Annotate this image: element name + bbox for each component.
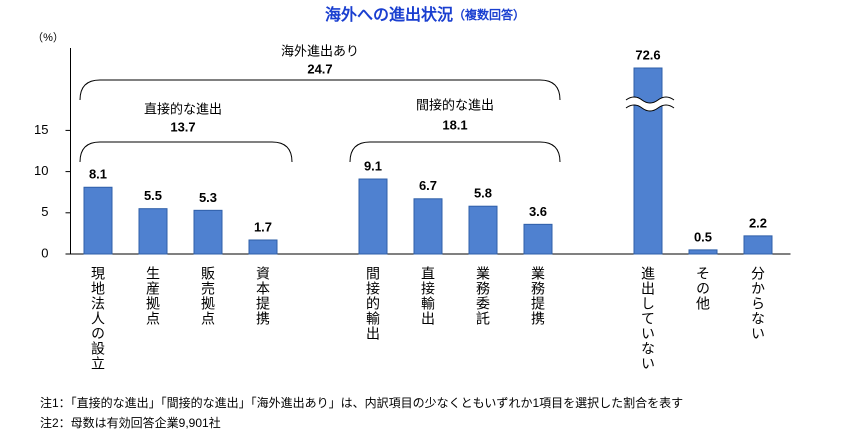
- value-label: 0.5: [694, 229, 712, 244]
- value-label: 9.1: [364, 158, 382, 173]
- bar: [743, 235, 773, 255]
- x-tick-label: 間接的輸出: [365, 266, 381, 341]
- chart-title: 海外への進出状況: [325, 5, 453, 24]
- value-label: 6.7: [419, 178, 437, 193]
- x-tick-label: その他: [695, 266, 711, 311]
- x-tick-label: 業務提携: [530, 266, 546, 326]
- bracket: [79, 79, 561, 101]
- group-value: 13.7: [170, 119, 195, 134]
- y-axis-label: （%）: [32, 31, 64, 44]
- value-label: 5.3: [199, 190, 217, 205]
- bar: [138, 208, 168, 255]
- y-tick-label: 0: [41, 245, 48, 260]
- bar: [633, 67, 663, 255]
- value-label: 72.6: [635, 47, 660, 62]
- group-value: 24.7: [307, 61, 332, 76]
- value-label: 5.8: [474, 186, 492, 201]
- bar: [688, 249, 718, 255]
- value-label: 5.5: [144, 188, 162, 203]
- chart-title-wrap: 海外への進出状況（複数回答）: [325, 5, 525, 24]
- x-tick-label: 進出していない: [640, 266, 656, 371]
- x-tick-label: 直接輸出: [420, 265, 436, 326]
- bar: [248, 239, 278, 255]
- axis-break: [626, 97, 674, 111]
- value-label: 8.1: [89, 167, 107, 182]
- y-tick-label: 5: [41, 204, 48, 219]
- bar: [193, 209, 223, 255]
- bar: [523, 223, 553, 255]
- bar: [468, 205, 498, 255]
- bar: [413, 198, 443, 255]
- group-value: 18.1: [442, 117, 467, 132]
- bar: [358, 178, 388, 255]
- y-tick-label: 10: [34, 163, 48, 178]
- x-tick-label: 生産拠点: [145, 266, 161, 326]
- axis-break-line: [625, 96, 675, 112]
- group-label: 直接的な進出: [144, 101, 222, 116]
- group-label: 海外進出あり: [281, 43, 359, 58]
- x-tick-label: 現地法人の設立: [90, 266, 106, 371]
- note: 注1：「直接的な進出」「間接的な進出」「海外進出あり」は、内訳項目の少なくともい…: [40, 395, 683, 410]
- note: 注2：母数は有効回答企業9,901社: [40, 415, 221, 430]
- x-tick-label: 分からない: [750, 266, 766, 341]
- bar: [83, 186, 113, 255]
- x-tick-label: 資本提携: [255, 266, 271, 326]
- x-tick-label: 販売拠点: [200, 266, 216, 326]
- x-tick-label: 業務委託: [475, 266, 491, 326]
- group-label: 間接的な進出: [416, 97, 494, 112]
- value-label: 1.7: [254, 219, 272, 234]
- y-tick-label: 15: [34, 122, 48, 137]
- chart-subtitle: （複数回答）: [453, 7, 525, 22]
- value-label: 2.2: [749, 215, 767, 230]
- bracket: [79, 141, 293, 163]
- value-label: 3.6: [529, 204, 547, 219]
- bracket: [349, 141, 561, 163]
